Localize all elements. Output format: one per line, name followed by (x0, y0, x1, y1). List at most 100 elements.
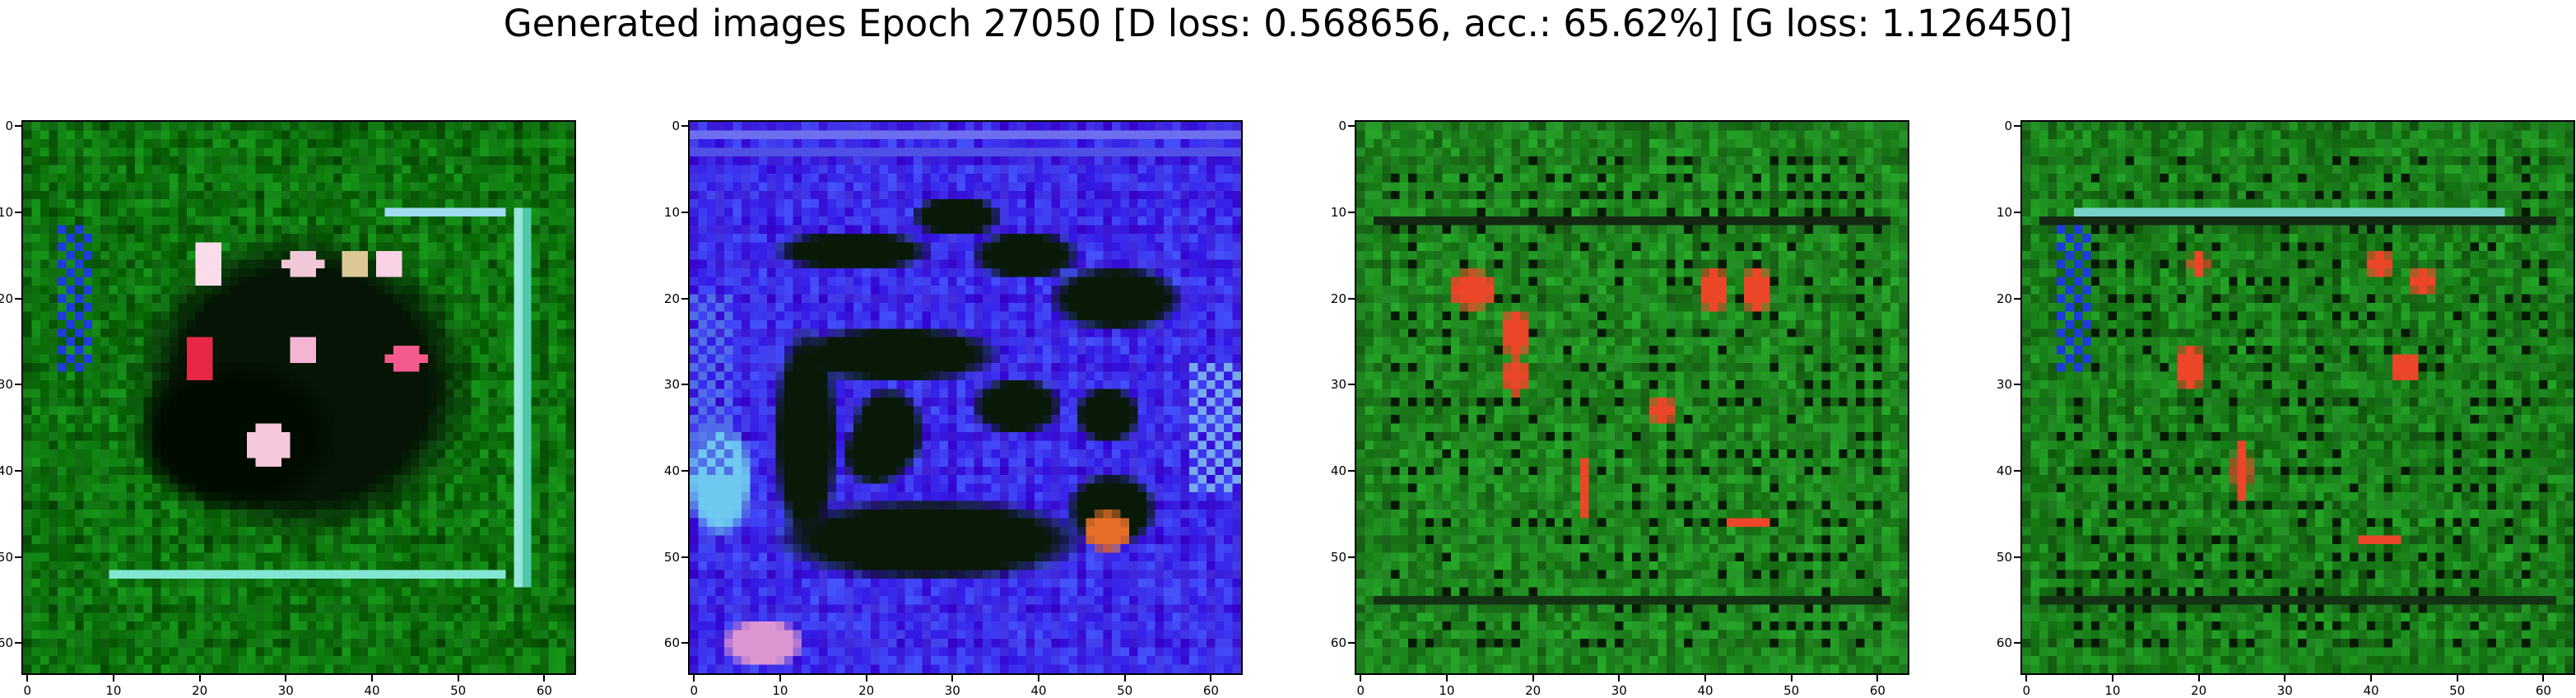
y-tick-mark (1348, 125, 1355, 128)
x-tick-mark (1532, 675, 1534, 682)
x-tick-mark (1618, 675, 1620, 682)
y-tick-mark (15, 125, 21, 128)
x-tick-label: 50 (2449, 683, 2466, 698)
x-tick-mark (1704, 675, 1706, 682)
x-tick-label: 50 (1117, 683, 1133, 698)
x-tick-mark (2456, 675, 2458, 682)
y-tick-mark (681, 125, 688, 128)
x-tick-mark (370, 675, 373, 682)
x-tick-mark (1123, 675, 1126, 682)
x-tick-mark (2025, 675, 2028, 682)
y-tick-mark (1348, 211, 1355, 213)
x-tick-label: 60 (1202, 683, 1219, 698)
y-tick-label: 60 (1996, 635, 2012, 651)
x-tick-label: 40 (2363, 683, 2379, 698)
x-tick-mark (457, 675, 459, 682)
y-tick-mark (2014, 556, 2020, 558)
x-tick-mark (285, 675, 287, 682)
y-tick-mark (681, 642, 688, 644)
x-tick-label: 0 (690, 683, 699, 698)
x-tick-label: 10 (105, 683, 122, 698)
y-tick-label: 50 (1330, 549, 1346, 565)
image-frame (1355, 120, 1909, 675)
x-tick-mark (543, 675, 546, 682)
image-frame (2020, 120, 2575, 675)
y-tick-label: 50 (1996, 549, 2012, 565)
y-tick-label: 60 (663, 635, 680, 651)
x-tick-label: 60 (1869, 683, 1886, 698)
x-tick-label: 40 (1030, 683, 1047, 698)
y-tick-mark (2014, 642, 2020, 644)
y-tick-label: 20 (1330, 291, 1346, 306)
x-tick-label: 20 (2191, 683, 2207, 698)
x-tick-mark (2542, 675, 2545, 682)
x-tick-label: 0 (23, 683, 32, 698)
y-tick-label: 0 (672, 119, 680, 134)
x-tick-label: 50 (1783, 683, 1800, 698)
y-tick-mark (15, 297, 21, 300)
x-tick-mark (865, 675, 867, 682)
y-tick-mark (2014, 297, 2020, 300)
x-tick-mark (951, 675, 954, 682)
x-tick-label: 50 (450, 683, 467, 698)
y-tick-label: 50 (0, 549, 13, 565)
y-tick-label: 40 (663, 463, 680, 478)
y-tick-mark (1348, 642, 1355, 644)
x-tick-mark (2197, 675, 2200, 682)
x-tick-label: 30 (277, 683, 294, 698)
y-tick-label: 30 (663, 377, 680, 393)
x-tick-label: 30 (944, 683, 960, 698)
generated-image-panel-1: 0 10 20 30 40 50 60 0 10 20 30 40 50 60 (0, 119, 576, 698)
figure-title: Generated images Epoch 27050 [D loss: 0.… (503, 2, 2073, 45)
x-tick-mark (1360, 675, 1362, 682)
y-tick-label: 30 (1996, 377, 2012, 393)
y-tick-mark (1348, 384, 1355, 386)
y-tick-mark (681, 469, 688, 472)
x-tick-label: 40 (1697, 683, 1713, 698)
y-tick-mark (2014, 125, 2020, 128)
y-tick-mark (681, 297, 688, 300)
x-tick-label: 0 (2022, 683, 2031, 698)
y-tick-mark (2014, 211, 2020, 213)
y-tick-mark (15, 642, 21, 644)
y-tick-label: 0 (2004, 119, 2012, 134)
x-tick-mark (112, 675, 114, 682)
y-tick-mark (2014, 469, 2020, 472)
x-tick-mark (779, 675, 781, 682)
y-tick-mark (1348, 469, 1355, 472)
y-tick-mark (15, 556, 21, 558)
x-tick-label: 20 (1525, 683, 1541, 698)
y-tick-mark (2014, 384, 2020, 386)
x-tick-label: 60 (536, 683, 552, 698)
x-tick-mark (1445, 675, 1448, 682)
x-tick-label: 40 (364, 683, 380, 698)
x-tick-label: 10 (2104, 683, 2121, 698)
generated-image-3 (1356, 122, 1908, 673)
y-tick-label: 60 (1330, 635, 1346, 651)
image-frame (688, 120, 1243, 675)
x-tick-mark (2284, 675, 2286, 682)
generated-image-4 (2022, 122, 2574, 673)
y-tick-mark (681, 556, 688, 558)
x-tick-mark (1790, 675, 1793, 682)
y-tick-label: 10 (0, 204, 13, 220)
y-tick-label: 20 (663, 291, 680, 306)
x-tick-mark (1210, 675, 1212, 682)
y-tick-label: 60 (0, 635, 13, 651)
generated-image-2 (690, 122, 1241, 673)
x-tick-label: 20 (858, 683, 875, 698)
y-tick-label: 30 (0, 377, 13, 393)
x-tick-label: 30 (2276, 683, 2293, 698)
x-tick-label: 10 (1439, 683, 1455, 698)
y-tick-mark (15, 384, 21, 386)
x-tick-mark (198, 675, 201, 682)
y-tick-label: 0 (1338, 119, 1346, 134)
x-tick-label: 0 (1356, 683, 1365, 698)
x-tick-label: 20 (192, 683, 208, 698)
image-frame (21, 120, 576, 675)
y-tick-label: 20 (0, 291, 13, 306)
y-tick-mark (681, 384, 688, 386)
x-tick-label: 60 (2535, 683, 2551, 698)
y-tick-label: 40 (1996, 463, 2012, 478)
y-tick-label: 10 (1330, 204, 1346, 220)
